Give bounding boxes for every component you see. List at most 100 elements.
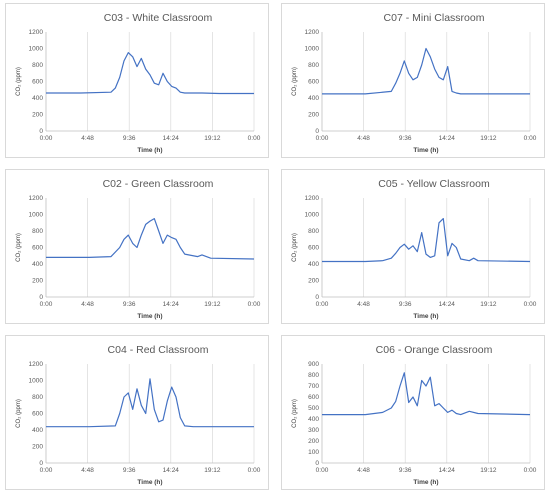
y-tick-label: 800 — [308, 372, 319, 379]
x-tick-label: 0:00 — [248, 467, 261, 474]
x-tick-label: 14:24 — [163, 301, 180, 308]
chart-svg: C05 - Yellow Classroom 0:00 4:48 9:36 14:24 1… — [292, 178, 537, 320]
x-tick-label: 4:48 — [81, 135, 94, 142]
y-tick-label: 0 — [39, 294, 43, 301]
chart-panel-yellow: C05 - Yellow Classroom 0:00 4:48 9:36 14:24 1… — [281, 169, 545, 324]
y-tick-label: 600 — [308, 79, 319, 86]
series-line — [46, 378, 254, 428]
x-tick-label: 0:00 — [40, 135, 53, 142]
x-tick-label: 4:48 — [81, 467, 94, 474]
y-tick-label: 900 — [308, 361, 319, 368]
chart-svg: C04 - Red Classroom 0:00 4:48 9:36 14:24 19:1… — [16, 344, 261, 486]
chart-panel-green: C02 - Green Classroom 0:00 4:48 9:36 14:24 19… — [5, 169, 269, 324]
x-tick-label: 0:00 — [524, 301, 537, 308]
x-tick-label: 14:24 — [163, 135, 180, 142]
x-tick-label: 14:24 — [439, 301, 456, 308]
chart-title: C06 - Orange Classroom — [376, 344, 493, 356]
y-tick-label: 600 — [32, 79, 43, 86]
y-tick-label: 1000 — [29, 378, 44, 385]
x-tick-label: 4:48 — [81, 301, 94, 308]
y-tick-label: 0 — [315, 460, 319, 467]
chart-panel-white: C03 - White Classroom 0:00 4:48 9:36 14:24 19… — [5, 3, 269, 158]
x-tick-label: 0:00 — [316, 135, 329, 142]
x-tick-label: 9:36 — [123, 467, 136, 474]
series-line — [322, 47, 530, 95]
y-tick-label: 500 — [308, 405, 319, 412]
y-tick-label: 400 — [308, 95, 319, 102]
chart-title: C07 - Mini Classroom — [384, 12, 485, 24]
y-tick-label: 400 — [32, 95, 43, 102]
y-tick-label: 200 — [308, 278, 319, 285]
chart-title: C03 - White Classroom — [104, 12, 213, 24]
y-tick-label: 600 — [32, 245, 43, 252]
y-tick-label: 800 — [32, 62, 43, 69]
y-tick-label: 200 — [32, 444, 43, 451]
x-tick-label: 0:00 — [524, 135, 537, 142]
chart-panel-mini: C07 - Mini Classroom 0:00 4:48 9:36 14:24 19:… — [281, 3, 545, 158]
chart-title: C02 - Green Classroom — [103, 178, 214, 190]
series-line — [322, 218, 531, 263]
y-tick-label: 100 — [308, 449, 319, 456]
y-axis-label: CO₂ (ppm) — [16, 67, 22, 96]
chart-title: C05 - Yellow Classroom — [378, 178, 490, 190]
series-line — [322, 372, 531, 416]
y-tick-label: 300 — [308, 427, 319, 434]
y-tick-label: 400 — [308, 416, 319, 423]
y-tick-label: 0 — [39, 128, 43, 135]
x-tick-label: 9:36 — [123, 135, 136, 142]
x-tick-label: 14:24 — [439, 135, 456, 142]
x-tick-label: 19:12 — [204, 467, 221, 474]
x-tick-label: 4:48 — [357, 467, 370, 474]
x-tick-label: 0:00 — [40, 301, 53, 308]
y-axis-label: CO₂ (ppm) — [292, 399, 298, 428]
chart-svg: C07 - Mini Classroom 0:00 4:48 9:36 14:24 19:… — [292, 12, 537, 154]
x-tick-label: 19:12 — [480, 467, 497, 474]
x-tick-label: 4:48 — [357, 135, 370, 142]
y-tick-label: 200 — [32, 112, 43, 119]
chart-panel-red: C04 - Red Classroom 0:00 4:48 9:36 14:24 19:1… — [5, 335, 269, 490]
x-tick-label: 14:24 — [163, 467, 180, 474]
x-tick-label: 19:12 — [480, 301, 497, 308]
x-tick-label: 19:12 — [204, 301, 221, 308]
y-tick-label: 600 — [308, 245, 319, 252]
chart-svg: C02 - Green Classroom 0:00 4:48 9:36 14:24 19… — [16, 178, 261, 320]
y-tick-label: 200 — [308, 438, 319, 445]
y-tick-label: 700 — [308, 383, 319, 390]
x-tick-label: 0:00 — [40, 467, 53, 474]
x-tick-label: 9:36 — [399, 467, 412, 474]
y-tick-label: 1000 — [305, 46, 320, 53]
x-axis-label: Time (h) — [413, 313, 438, 320]
series-line — [46, 52, 254, 95]
x-axis-label: Time (h) — [413, 479, 438, 486]
x-tick-label: 19:12 — [480, 135, 497, 142]
chart-title: C04 - Red Classroom — [108, 344, 209, 356]
y-tick-label: 0 — [315, 294, 319, 301]
y-tick-label: 200 — [32, 278, 43, 285]
x-axis-label: Time (h) — [137, 479, 162, 486]
y-tick-label: 1000 — [29, 212, 44, 219]
y-axis-label: CO₂ (ppm) — [292, 233, 298, 262]
y-tick-label: 800 — [32, 394, 43, 401]
x-tick-label: 9:36 — [123, 301, 136, 308]
x-tick-label: 0:00 — [248, 301, 261, 308]
y-tick-label: 1000 — [29, 46, 44, 53]
y-tick-label: 1200 — [305, 29, 320, 36]
y-tick-label: 400 — [308, 261, 319, 268]
chart-panel-orange: C06 - Orange Classroom 0:00 4:48 9:36 14:24 1… — [281, 335, 545, 490]
y-tick-label: 1200 — [305, 195, 320, 202]
x-axis-label: Time (h) — [137, 313, 162, 320]
x-tick-label: 0:00 — [316, 467, 329, 474]
x-tick-label: 19:12 — [204, 135, 221, 142]
y-tick-label: 1200 — [29, 195, 44, 202]
y-tick-label: 1000 — [305, 212, 320, 219]
x-tick-label: 0:00 — [524, 467, 537, 474]
y-axis-label: CO₂ (ppm) — [292, 67, 298, 96]
y-axis-label: CO₂ (ppm) — [16, 399, 22, 428]
y-tick-label: 600 — [32, 411, 43, 418]
y-tick-label: 1200 — [29, 29, 44, 36]
y-tick-label: 400 — [32, 261, 43, 268]
x-tick-label: 0:00 — [316, 301, 329, 308]
y-tick-label: 800 — [32, 228, 43, 235]
y-tick-label: 600 — [308, 394, 319, 401]
chart-svg: C03 - White Classroom 0:00 4:48 9:36 14:24 19… — [16, 12, 261, 154]
